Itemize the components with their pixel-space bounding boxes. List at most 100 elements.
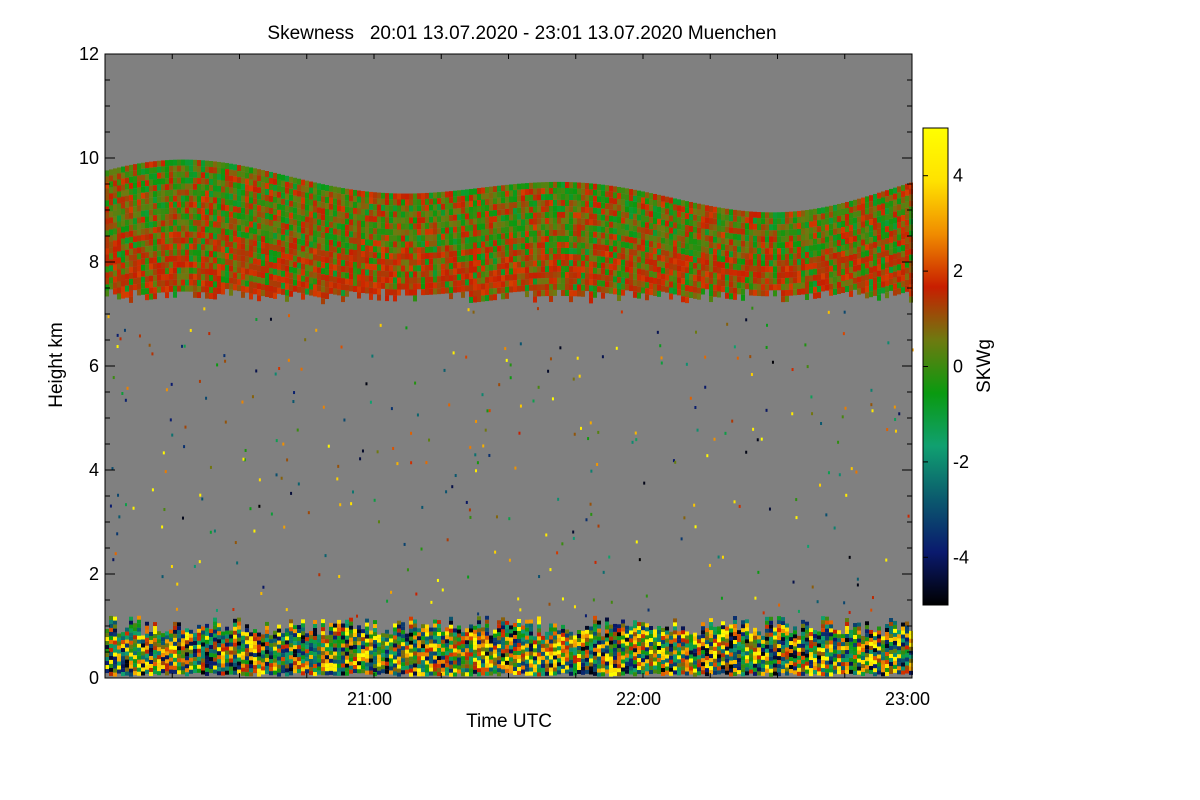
upper-cloud-cell [589, 249, 593, 256]
upper-cloud-cell [465, 255, 469, 262]
upper-cloud-cell [117, 281, 121, 288]
upper-cloud-cell [257, 199, 261, 206]
upper-cloud-cell [377, 204, 381, 211]
upper-cloud-cell [445, 209, 449, 216]
upper-cloud-cell [509, 256, 513, 263]
boundary-layer-cell [281, 641, 285, 646]
upper-cloud-cell [117, 173, 121, 180]
upper-cloud-cell [869, 261, 873, 268]
upper-cloud-cell [569, 260, 573, 267]
boundary-layer-cell [365, 634, 369, 639]
upper-cloud-cell [281, 288, 285, 295]
upper-cloud-cell [605, 221, 609, 228]
upper-cloud-cell [397, 229, 401, 236]
upper-cloud-cell [229, 265, 233, 272]
boundary-layer-cell [233, 662, 237, 667]
upper-cloud-cell [141, 258, 145, 265]
boundary-layer-cell [161, 653, 165, 658]
upper-cloud-cell [289, 272, 293, 279]
boundary-layer-cell [197, 660, 201, 665]
upper-cloud-cell [805, 209, 809, 216]
boundary-layer-cell [173, 637, 177, 642]
upper-cloud-cell [733, 263, 737, 270]
upper-cloud-cell [529, 242, 533, 249]
upper-cloud-cell [577, 254, 581, 261]
boundary-layer-cell [445, 659, 449, 664]
boundary-layer-cell [521, 657, 525, 662]
boundary-layer-cell [497, 648, 501, 653]
upper-cloud-cell [521, 225, 525, 232]
boundary-layer-cell [301, 667, 305, 672]
upper-cloud-cell [337, 211, 341, 218]
upper-cloud-cell [153, 233, 157, 240]
upper-cloud-cell [249, 173, 253, 180]
upper-cloud-cell [281, 246, 285, 253]
upper-cloud-cell [373, 210, 377, 217]
upper-cloud-cell [181, 279, 185, 286]
upper-cloud-cell [697, 293, 701, 300]
upper-cloud-cell [849, 200, 853, 207]
upper-cloud-cell [429, 198, 433, 205]
boundary-layer-cell [521, 637, 525, 642]
upper-cloud-cell [737, 210, 741, 217]
upper-cloud-cell [381, 252, 385, 259]
upper-cloud-cell [405, 265, 409, 272]
upper-cloud-cell [213, 251, 217, 258]
upper-cloud-cell [637, 208, 641, 215]
boundary-layer-cell [269, 667, 273, 672]
upper-cloud-cell [897, 204, 901, 211]
boundary-layer-cell [517, 618, 521, 623]
upper-cloud-cell [817, 238, 821, 245]
upper-cloud-cell [825, 278, 829, 285]
upper-cloud-cell [761, 248, 765, 255]
upper-cloud-cell [189, 165, 193, 172]
upper-cloud-cell [133, 284, 137, 291]
upper-cloud-cell [157, 190, 161, 197]
boundary-layer-cell [397, 620, 401, 625]
upper-cloud-cell [849, 218, 853, 225]
upper-cloud-cell [477, 200, 481, 207]
upper-cloud-cell [577, 224, 581, 231]
upper-cloud-cell [369, 281, 373, 288]
upper-cloud-cell [641, 275, 645, 282]
upper-cloud-cell [625, 200, 629, 207]
boundary-layer-cell [137, 671, 141, 676]
upper-cloud-cell [729, 233, 733, 240]
upper-cloud-cell [489, 216, 493, 223]
boundary-layer-cell [449, 668, 453, 673]
upper-cloud-cell [589, 225, 593, 232]
upper-cloud-cell [241, 285, 245, 292]
upper-cloud-cell [901, 227, 905, 234]
upper-cloud-cell [145, 264, 149, 271]
upper-cloud-cell [125, 261, 129, 268]
boundary-layer-cell [385, 633, 389, 638]
upper-cloud-cell [717, 231, 721, 238]
upper-cloud-cell [797, 264, 801, 271]
upper-cloud-cell [153, 197, 157, 204]
upper-cloud-cell [397, 253, 401, 260]
upper-cloud-cell [541, 230, 545, 237]
boundary-layer-cell [421, 664, 425, 669]
upper-cloud-cell [129, 188, 133, 195]
upper-cloud-cell [597, 238, 601, 245]
boundary-layer-cell [381, 661, 385, 666]
upper-cloud-cell [597, 274, 601, 281]
boundary-layer-cell [505, 652, 509, 657]
upper-cloud-cell [261, 254, 265, 261]
upper-cloud-cell [401, 235, 405, 242]
upper-cloud-cell [725, 262, 729, 269]
upper-cloud-cell [809, 239, 813, 246]
boundary-layer-cell [381, 641, 385, 646]
boundary-layer-cell [105, 649, 109, 654]
upper-cloud-cell [445, 287, 449, 294]
upper-cloud-cell [173, 183, 177, 190]
upper-cloud-cell [593, 261, 597, 268]
upper-cloud-cell [253, 222, 257, 229]
upper-cloud-cell [749, 253, 753, 260]
upper-cloud-cell [653, 193, 657, 200]
upper-cloud-cell [429, 252, 433, 259]
boundary-layer-cell [401, 658, 405, 663]
upper-cloud-cell [433, 276, 437, 283]
upper-cloud-cell [321, 268, 325, 275]
upper-cloud-cell [385, 295, 389, 302]
